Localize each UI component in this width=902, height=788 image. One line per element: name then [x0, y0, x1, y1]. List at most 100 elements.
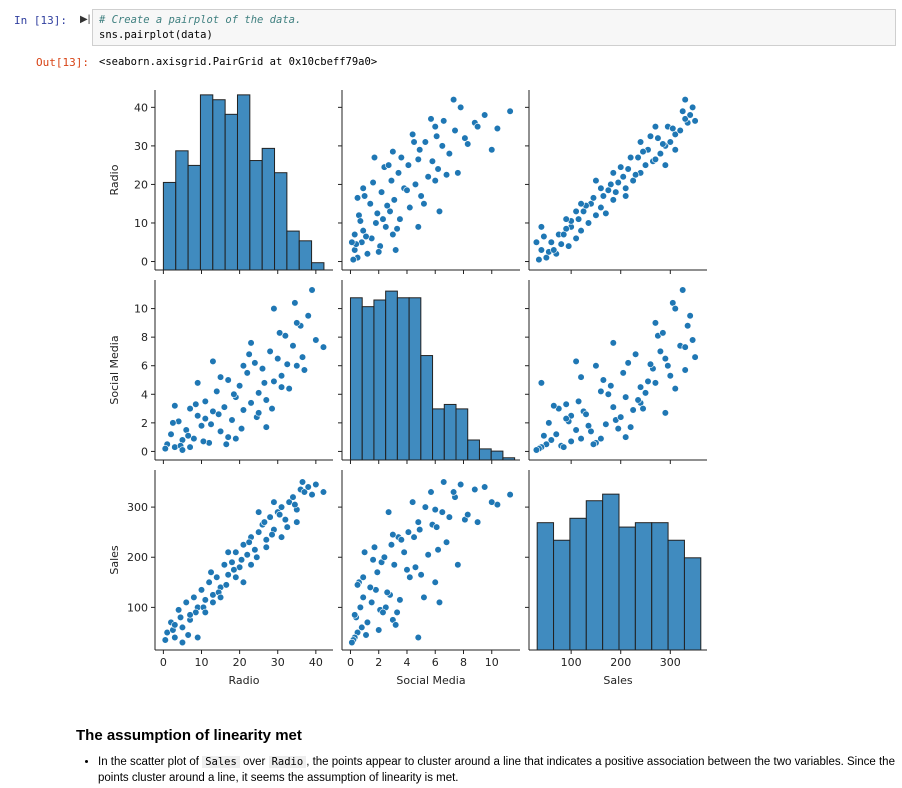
scatter-point: [681, 343, 689, 351]
text: over: [239, 756, 269, 768]
hist-bar: [361, 306, 375, 461]
scatter-point: [239, 406, 248, 414]
scatter-point: [589, 440, 598, 448]
run-button[interactable]: ▶|: [80, 14, 91, 25]
scatter-point: [209, 407, 217, 416]
scatter-point: [433, 523, 441, 531]
scatter-point: [383, 202, 391, 210]
scatter-point: [373, 209, 381, 217]
scatter-point: [220, 561, 228, 569]
hist-bar: [478, 448, 492, 461]
scatter-point: [370, 153, 379, 162]
scatter-point: [619, 369, 627, 377]
scatter-point: [464, 511, 472, 519]
scatter-point: [258, 364, 267, 373]
scatter-point: [602, 209, 610, 217]
scatter-point: [312, 336, 320, 344]
scatter-point: [584, 219, 593, 227]
scatter-point: [394, 169, 403, 177]
scatter-point: [691, 353, 699, 361]
scatter-point: [552, 430, 560, 438]
scatter-point: [666, 372, 674, 380]
x-tick-label: 6: [432, 656, 439, 669]
scatter-point: [359, 184, 367, 192]
scatter-point: [266, 513, 274, 521]
scatter-point: [363, 618, 372, 627]
scatter-point: [424, 551, 432, 559]
scatter-point: [281, 332, 289, 340]
scatter-point: [431, 176, 439, 185]
hist-bar: [187, 164, 201, 271]
scatter-point: [547, 238, 555, 246]
scatter-point: [213, 573, 221, 581]
y-tick-label: 8: [141, 331, 148, 344]
code-cell[interactable]: # Create a pairplot of the data. sns.pai…: [92, 9, 896, 46]
hist-bar: [373, 299, 387, 461]
scatter-point: [201, 596, 209, 604]
scatter-point: [201, 414, 209, 423]
scatter-point: [209, 598, 217, 606]
scatter-point: [369, 556, 377, 564]
scatter-point: [666, 138, 674, 146]
scatter-point: [681, 96, 689, 104]
hist-bar: [420, 355, 434, 461]
scatter-point: [545, 419, 553, 427]
scatter-point: [385, 161, 393, 169]
hist-bar: [249, 160, 263, 271]
scatter-point: [260, 379, 268, 387]
scatter-point: [176, 613, 185, 622]
markdown-list: In the scatter plot of Sales over Radio,…: [80, 754, 902, 786]
scatter-point: [474, 123, 482, 131]
scatter-point: [266, 347, 274, 356]
scatter-point: [396, 596, 404, 604]
scatter-point: [291, 500, 299, 509]
scatter-point: [224, 433, 232, 441]
scatter-point: [641, 389, 650, 397]
scatter-point: [178, 638, 187, 647]
scatter-point: [228, 558, 236, 566]
scatter-point: [599, 376, 607, 384]
scatter-point: [404, 161, 412, 169]
hist-bar: [467, 439, 480, 461]
x-axis-label: Sales: [603, 674, 633, 687]
scatter-point: [387, 541, 396, 549]
scatter-point: [236, 382, 244, 390]
scatter-point: [679, 286, 687, 294]
scatter-point: [312, 480, 320, 489]
scatter-point: [216, 593, 225, 601]
inline-code: Sales: [202, 756, 240, 768]
hist-bar: [261, 147, 276, 271]
scatter-point: [577, 227, 585, 235]
scatter-point: [379, 608, 387, 616]
scatter-point: [293, 518, 301, 526]
scatter-point: [308, 286, 316, 294]
scatter-point: [661, 409, 669, 417]
x-tick-label: 200: [610, 656, 631, 669]
scatter-point: [609, 169, 617, 177]
scatter-point: [457, 103, 465, 111]
scatter-point: [604, 390, 612, 398]
scatter-point: [276, 329, 284, 337]
scatter-point: [390, 196, 398, 204]
x-tick-label: 300: [660, 656, 681, 669]
scatter-point: [442, 171, 451, 179]
y-axis-label: Sales: [108, 545, 121, 575]
scatter-point: [190, 434, 198, 443]
scatter-point: [481, 111, 489, 119]
scatter-point: [359, 573, 367, 581]
scatter-point: [679, 107, 687, 115]
scatter-point: [270, 377, 278, 386]
code-line: sns.pairplot(data): [99, 29, 213, 41]
scatter-point: [285, 384, 293, 393]
scatter-point: [289, 342, 297, 350]
scatter-point: [175, 606, 183, 614]
scatter-point: [361, 192, 369, 200]
scatter-point: [382, 223, 390, 231]
scatter-point: [622, 393, 630, 401]
scatter-point: [237, 424, 246, 433]
scatter-point: [681, 115, 689, 123]
scatter-point: [481, 483, 489, 491]
scatter-point: [659, 329, 667, 337]
scatter-point: [424, 173, 432, 181]
scatter-point: [353, 194, 362, 202]
